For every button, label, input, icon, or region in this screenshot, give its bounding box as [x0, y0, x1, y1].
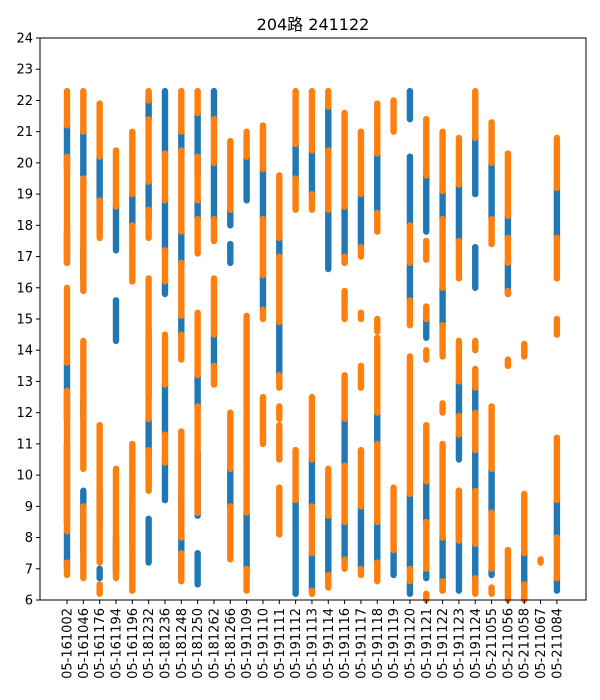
x-tick-label: 05-181262: [207, 608, 222, 679]
y-tick-label: 24: [16, 32, 33, 47]
x-axis: 05-161002 05-161046 05-161176 05-161194 05-1…: [61, 600, 565, 679]
y-tick-label: 11: [16, 437, 33, 452]
x-tick-label: 05-191109: [240, 608, 255, 679]
x-tick-label: 05-191116: [338, 608, 353, 679]
y-tick-label: 22: [16, 94, 33, 109]
x-tick-label: 05-191110: [256, 608, 271, 679]
y-tick-label: 10: [16, 469, 33, 484]
x-tick-label: 05-191113: [305, 608, 320, 679]
y-tick-label: 20: [16, 156, 33, 171]
x-tick-label: 05-161194: [109, 608, 124, 679]
x-tick-label: 05-161002: [61, 608, 76, 679]
y-tick-label: 17: [16, 250, 33, 265]
y-tick-label: 15: [16, 313, 33, 328]
x-tick-label: 05-191114: [322, 608, 337, 679]
y-tick-label: 16: [16, 281, 33, 296]
x-tick-label: 05-211084: [550, 608, 565, 679]
x-tick-label: 05-211058: [518, 608, 533, 679]
x-tick-label: 05-191112: [289, 608, 304, 679]
y-tick-label: 6: [25, 594, 33, 609]
y-tick-label: 21: [16, 125, 33, 140]
x-tick-label: 05-191124: [469, 608, 484, 679]
y-tick-label: 9: [25, 500, 33, 515]
x-tick-label: 05-181250: [191, 608, 206, 679]
x-tick-label: 05-191111: [273, 608, 288, 679]
x-tick-label: 05-191123: [452, 608, 467, 679]
x-tick-label: 05-191117: [354, 608, 369, 679]
x-tick-label: 05-161176: [93, 608, 108, 679]
y-tick-label: 12: [16, 406, 33, 421]
x-tick-label: 05-211056: [501, 608, 516, 679]
y-tick-label: 23: [16, 63, 33, 78]
chart-title: 204路 241122: [257, 15, 370, 34]
x-tick-label: 05-211055: [485, 608, 500, 679]
y-tick-label: 19: [16, 188, 33, 203]
x-tick-label: 05-181232: [142, 608, 157, 679]
x-tick-label: 05-181248: [175, 608, 190, 679]
x-tick-label: 05-161196: [126, 608, 141, 679]
y-axis: 6 7 8 9 10 11 12 13 14 15 16 17 18 19 20 21 22 23 24: [16, 32, 40, 609]
x-tick-label: 05-211067: [534, 608, 549, 679]
y-tick-label: 14: [16, 344, 33, 359]
y-tick-label: 8: [25, 531, 33, 546]
y-tick-label: 13: [16, 375, 33, 390]
x-tick-label: 05-181236: [158, 608, 173, 679]
x-tick-label: 05-181266: [224, 608, 239, 679]
x-tick-label: 05-191121: [420, 608, 435, 679]
x-tick-label: 05-161046: [77, 608, 92, 679]
x-tick-label: 05-191118: [371, 608, 386, 679]
y-tick-label: 7: [25, 562, 33, 577]
x-tick-label: 05-191119: [387, 608, 402, 679]
y-tick-label: 18: [16, 219, 33, 234]
x-tick-label: 05-191122: [436, 608, 451, 679]
data-marks: [63, 87, 561, 604]
x-tick-label: 05-191120: [403, 608, 418, 679]
